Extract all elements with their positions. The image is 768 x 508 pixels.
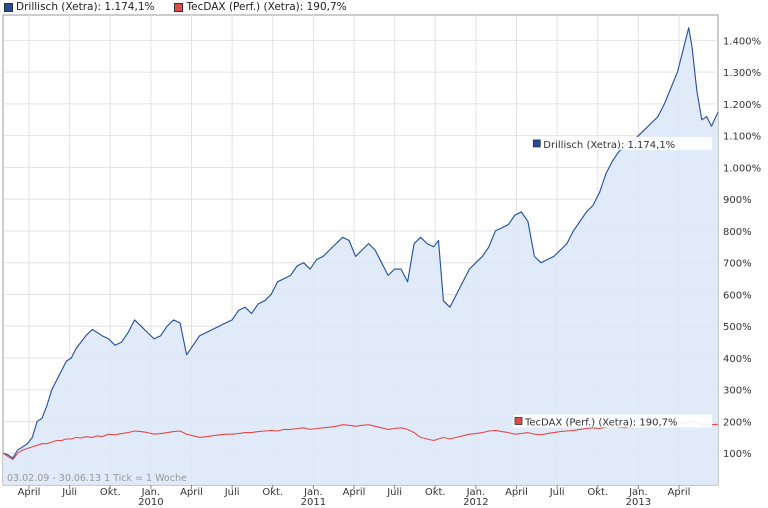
x-tick-label: Okt. bbox=[100, 487, 121, 498]
y-tick-label: 1.100% bbox=[723, 132, 761, 143]
x-tick-label: Okt. bbox=[587, 487, 608, 498]
x-tick-label: Okt. bbox=[262, 487, 283, 498]
y-tick-label: 600% bbox=[723, 290, 752, 301]
x-tick-label: Jan. bbox=[141, 487, 161, 498]
y-tick-label: 400% bbox=[723, 354, 752, 365]
y-tick-label: 900% bbox=[723, 195, 752, 206]
annotation-label: TecDAX (Perf.) (Xetra): 190,7% bbox=[524, 417, 678, 428]
annotation-swatch bbox=[532, 139, 541, 148]
annotation-bg bbox=[513, 414, 712, 428]
y-tick-label: 1.400% bbox=[723, 36, 761, 47]
x-tick-label: April bbox=[505, 487, 528, 498]
series-line-1 bbox=[2, 420, 719, 461]
x-tick-label: Juli bbox=[224, 487, 240, 498]
y-tick-label: 800% bbox=[723, 227, 752, 238]
x-year-label: 2013 bbox=[626, 497, 651, 508]
legend-swatch-drillisch bbox=[4, 2, 13, 12]
x-tick-label: Jan. bbox=[466, 487, 486, 498]
x-tick-label: Jan. bbox=[628, 487, 648, 498]
legend-label-drillisch: Drillisch (Xetra): 1.174,1% bbox=[16, 1, 155, 13]
x-tick-label: Juli bbox=[549, 487, 565, 498]
legend-item-tecdax: TecDAX (Perf.) (Xetra): 190,7% bbox=[174, 0, 347, 14]
y-tick-label: 1.300% bbox=[723, 68, 761, 79]
y-tick-label: 500% bbox=[723, 322, 752, 333]
y-tick-label: 200% bbox=[723, 417, 752, 428]
x-tick-label: Juli bbox=[61, 487, 77, 498]
annotation-bg bbox=[531, 136, 712, 150]
annotation-label: Drillisch (Xetra): 1.174,1% bbox=[543, 140, 675, 151]
legend: Drillisch (Xetra): 1.174,1% TecDAX (Perf… bbox=[4, 0, 347, 14]
legend-item-drillisch: Drillisch (Xetra): 1.174,1% bbox=[4, 0, 154, 14]
y-tick-label: 700% bbox=[723, 259, 752, 270]
x-tick-label: Jan. bbox=[303, 487, 323, 498]
x-tick-label: Juli bbox=[386, 487, 402, 498]
x-year-label: 2010 bbox=[138, 497, 163, 508]
x-tick-label: April bbox=[18, 487, 41, 498]
series-line-0 bbox=[2, 27, 719, 459]
y-tick-label: 300% bbox=[723, 386, 752, 397]
series-area-0 bbox=[3, 27, 718, 485]
x-tick-label: April bbox=[343, 487, 366, 498]
x-tick-label: April bbox=[668, 487, 691, 498]
x-tick-label: April bbox=[180, 487, 203, 498]
legend-label-tecdax: TecDAX (Perf.) (Xetra): 190,7% bbox=[186, 1, 347, 13]
y-tick-label: 1.000% bbox=[723, 163, 761, 174]
footer-info: 03.02.09 - 30.06.13 1 Tick = 1 Woche bbox=[7, 473, 187, 484]
annotation-swatch bbox=[514, 417, 523, 425]
y-tick-label: 100% bbox=[723, 449, 752, 460]
x-year-label: 2012 bbox=[463, 497, 488, 508]
legend-swatch-tecdax bbox=[174, 2, 184, 12]
y-tick-label: 1.200% bbox=[723, 100, 761, 111]
x-tick-label: Okt. bbox=[425, 487, 446, 498]
x-year-label: 2011 bbox=[301, 497, 326, 508]
